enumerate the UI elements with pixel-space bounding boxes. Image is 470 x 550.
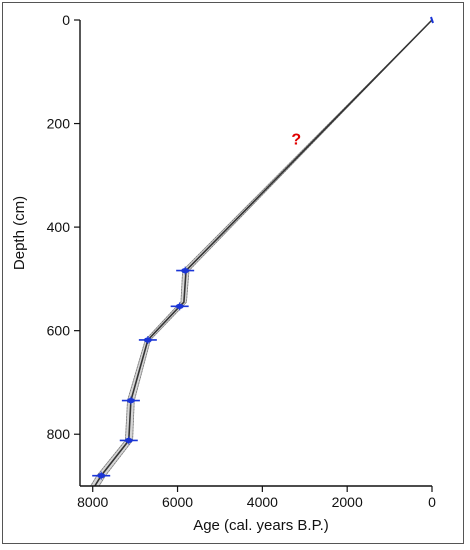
x-tick-label: 2000 [332,494,363,510]
y-tick-label: 400 [47,219,71,235]
dated-sample-point [138,335,157,344]
x-tick-label: 8000 [77,494,108,510]
dated-sample-point [121,396,140,405]
band-lower-bound [98,19,433,487]
uncertainty-band-layer [89,19,433,487]
x-tick-label: 4000 [247,494,278,510]
figure-frame [2,2,464,544]
age-depth-model-line [94,19,433,487]
dated-sample-point [176,266,195,275]
x-tick-label: 6000 [162,494,193,510]
y-axis-label: Depth (cm) [11,196,28,270]
dated-samples-layer [92,16,434,480]
x-axis-label: Age (cal. years B.P.) [193,517,329,534]
x-tick-label: 0 [428,494,436,510]
uncertainty-band [89,19,433,487]
question-mark-annotation: ? [291,131,301,148]
y-tick-label: 800 [47,426,71,442]
dated-sample-point [170,302,189,311]
model-line-layer [94,19,433,487]
axes-layer: 0 200 400 600 800 8000 6000 4000 2000 0 [47,12,436,510]
dated-sample-point [92,471,111,480]
sample-marker [430,16,434,24]
y-tick-label: 600 [47,323,71,339]
y-tick-label: 0 [62,12,70,28]
y-tick-label: 200 [47,116,71,132]
dated-sample-point [119,436,138,445]
band-upper-bound [90,19,433,487]
dated-sample-point [430,16,434,24]
